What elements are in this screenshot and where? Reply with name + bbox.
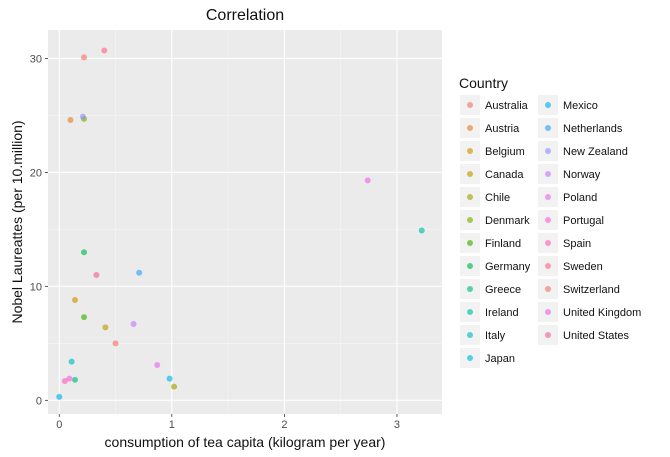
legend-key-point (467, 240, 473, 246)
y-tick-label: 20 (30, 167, 42, 179)
legend-label: United States (563, 330, 630, 342)
legend-key-point (467, 263, 473, 269)
data-point (101, 47, 108, 54)
x-tick-label: 1 (169, 419, 175, 431)
legend-key-point (467, 102, 473, 108)
legend-key-point (545, 125, 551, 131)
legend-title: Country (459, 75, 508, 91)
legend-label: Chile (485, 192, 510, 204)
chart-title: Correlation (206, 7, 284, 24)
legend-label: New Zealand (563, 146, 628, 158)
legend-label: United Kingdom (563, 307, 641, 319)
legend-label: Switzerland (563, 284, 620, 296)
y-axis-label: Nobel Laureattes (per 10.million) (9, 120, 25, 323)
legend-label: Norway (563, 169, 601, 181)
data-point (418, 227, 425, 234)
data-point (79, 113, 86, 120)
data-point (67, 117, 74, 124)
legend-label: Finland (485, 238, 521, 250)
legend-key-point (545, 171, 551, 177)
x-tick-label: 2 (281, 419, 287, 431)
legend-label: Canada (485, 169, 524, 181)
y-tick-label: 10 (30, 281, 42, 293)
data-point (364, 177, 371, 184)
y-tick-label: 30 (30, 53, 42, 65)
data-points (56, 47, 425, 400)
legend-label: Netherlands (563, 123, 623, 135)
legend-label: Poland (563, 192, 597, 204)
data-point (72, 376, 79, 383)
legend-key-point (545, 309, 551, 315)
legend-label: Denmark (485, 215, 530, 227)
grid (48, 30, 442, 414)
legend-label: Spain (563, 238, 591, 250)
legend-label: Japan (485, 353, 515, 365)
legend: Country Australia Austria Belgium Canada Chi… (459, 75, 641, 368)
legend-label: Mexico (563, 100, 598, 112)
legend-key-point (467, 286, 473, 292)
legend-label: Australia (485, 100, 529, 112)
legend-label: Portugal (563, 215, 604, 227)
legend-label: Ireland (485, 307, 519, 319)
legend-label: Sweden (563, 261, 603, 273)
data-point (136, 269, 143, 276)
legend-key-point (545, 148, 551, 154)
data-point (154, 362, 161, 369)
data-point (66, 375, 73, 382)
legend-key-point (467, 332, 473, 338)
x-axis-label: consumption of tea capita (kilogram per … (105, 434, 386, 450)
data-point (166, 375, 173, 382)
legend-key-point (467, 355, 473, 361)
data-point (102, 324, 109, 331)
legend-key-point (545, 102, 551, 108)
data-point (81, 249, 88, 256)
legend-key-point (545, 332, 551, 338)
data-point (112, 340, 119, 347)
legend-key-point (467, 309, 473, 315)
legend-key-point (467, 125, 473, 131)
panel-background (48, 30, 442, 414)
data-point (93, 271, 100, 278)
legend-key-point (545, 263, 551, 269)
legend-key-point (467, 148, 473, 154)
legend-label: Greece (485, 284, 521, 296)
data-point (61, 377, 68, 384)
legend-key-point (467, 217, 473, 223)
data-point (81, 314, 88, 321)
legend-key-point (467, 194, 473, 200)
data-point (68, 358, 75, 365)
x-tick-label: 3 (394, 419, 400, 431)
legend-key-point (545, 286, 551, 292)
x-axis-ticks: 0 1 2 3 (56, 414, 400, 431)
legend-label: Italy (485, 330, 506, 342)
legend-label: Belgium (485, 146, 525, 158)
data-point (171, 383, 178, 390)
legend-label: Germany (485, 261, 531, 273)
data-point (56, 393, 63, 400)
data-point (81, 54, 88, 61)
legend-key-point (467, 171, 473, 177)
legend-key-point (545, 217, 551, 223)
y-axis-ticks: 0 10 20 30 (30, 53, 48, 407)
data-point (72, 297, 79, 304)
x-tick-label: 0 (56, 419, 62, 431)
legend-key-point (545, 240, 551, 246)
data-point (130, 320, 137, 327)
y-tick-label: 0 (36, 395, 42, 407)
legend-key-point (545, 194, 551, 200)
legend-label: Austria (485, 123, 520, 135)
